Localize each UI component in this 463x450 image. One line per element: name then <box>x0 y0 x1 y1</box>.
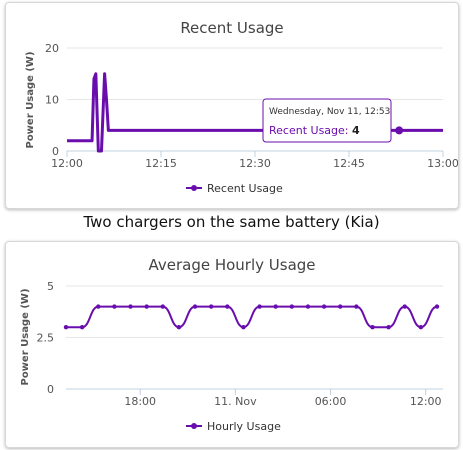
recent-usage-chart: Recent Usage Power Usage (W) 0 10 20 12:00… <box>25 19 458 195</box>
hourly-usage-panel: Average Hourly Usage Power Usage (W) 0 2.… <box>5 241 459 448</box>
data-point[interactable] <box>402 304 407 309</box>
data-point[interactable] <box>96 304 101 309</box>
data-point[interactable] <box>160 304 165 309</box>
data-point[interactable] <box>208 304 214 309</box>
data-point[interactable] <box>257 304 262 309</box>
x-tick-label: 12:15 <box>145 157 177 170</box>
data-point[interactable] <box>418 325 424 330</box>
y-tick-label: 10 <box>45 94 59 107</box>
data-point[interactable] <box>63 325 69 330</box>
tooltip-body: Recent Usage: 4 <box>269 124 360 137</box>
y-axis-label: Power Usage (W) <box>25 51 36 148</box>
data-point[interactable] <box>434 304 440 309</box>
x-tick-label: 11. Nov <box>214 395 257 408</box>
x-tick-label: 12:30 <box>239 157 271 170</box>
data-point[interactable] <box>79 325 85 330</box>
series-line[interactable] <box>67 72 443 153</box>
x-tick-label: 18:00 <box>124 395 156 408</box>
data-point[interactable] <box>321 304 327 309</box>
y-tick-label: 5 <box>47 280 54 293</box>
x-tick-label: 13:00 <box>427 157 458 170</box>
y-tick-label: 0 <box>52 145 59 158</box>
data-point[interactable] <box>241 325 246 330</box>
data-point[interactable] <box>386 325 391 330</box>
data-point[interactable] <box>289 304 295 309</box>
caption: Two chargers on the same battery (Kia) <box>83 213 380 231</box>
data-point[interactable] <box>176 325 182 330</box>
y-tick-label: 2.5 <box>37 332 55 345</box>
legend[interactable]: Hourly Usage <box>186 420 281 433</box>
y-axis-label: Power Usage (W) <box>20 288 31 385</box>
legend-label: Hourly Usage <box>207 420 281 433</box>
y-tick-label: 0 <box>47 383 54 396</box>
x-tick-label: 12:45 <box>333 157 365 170</box>
data-point[interactable] <box>144 304 149 309</box>
x-tick-label: 12:00 <box>410 395 442 408</box>
chart-title: Average Hourly Usage <box>148 256 315 274</box>
tooltip-header: Wednesday, Nov 11, 12:53 <box>269 107 390 117</box>
hourly-usage-chart: Average Hourly Usage Power Usage (W) 0 2.… <box>20 256 443 433</box>
x-tick-label: 06:00 <box>315 395 347 408</box>
data-point[interactable] <box>225 304 230 309</box>
data-point[interactable] <box>354 304 359 309</box>
data-point[interactable] <box>192 304 198 309</box>
data-point[interactable] <box>128 304 133 309</box>
tooltip: Wednesday, Nov 11, 12:53 Recent Usage: 4 <box>262 98 392 143</box>
data-point[interactable] <box>338 304 343 309</box>
x-tick-label: 12:00 <box>51 157 83 170</box>
data-point[interactable] <box>305 304 311 309</box>
data-point[interactable] <box>273 304 278 309</box>
data-point[interactable] <box>112 304 117 309</box>
data-point[interactable] <box>395 126 404 135</box>
data-point[interactable] <box>370 325 375 330</box>
y-tick-label: 20 <box>45 42 59 55</box>
series-line[interactable] <box>66 305 438 329</box>
recent-usage-panel: Recent Usage Power Usage (W) 0 10 20 12:00… <box>5 2 459 209</box>
legend[interactable]: Recent Usage <box>186 182 283 195</box>
legend-label: Recent Usage <box>207 182 283 195</box>
chart-title: Recent Usage <box>180 19 283 37</box>
